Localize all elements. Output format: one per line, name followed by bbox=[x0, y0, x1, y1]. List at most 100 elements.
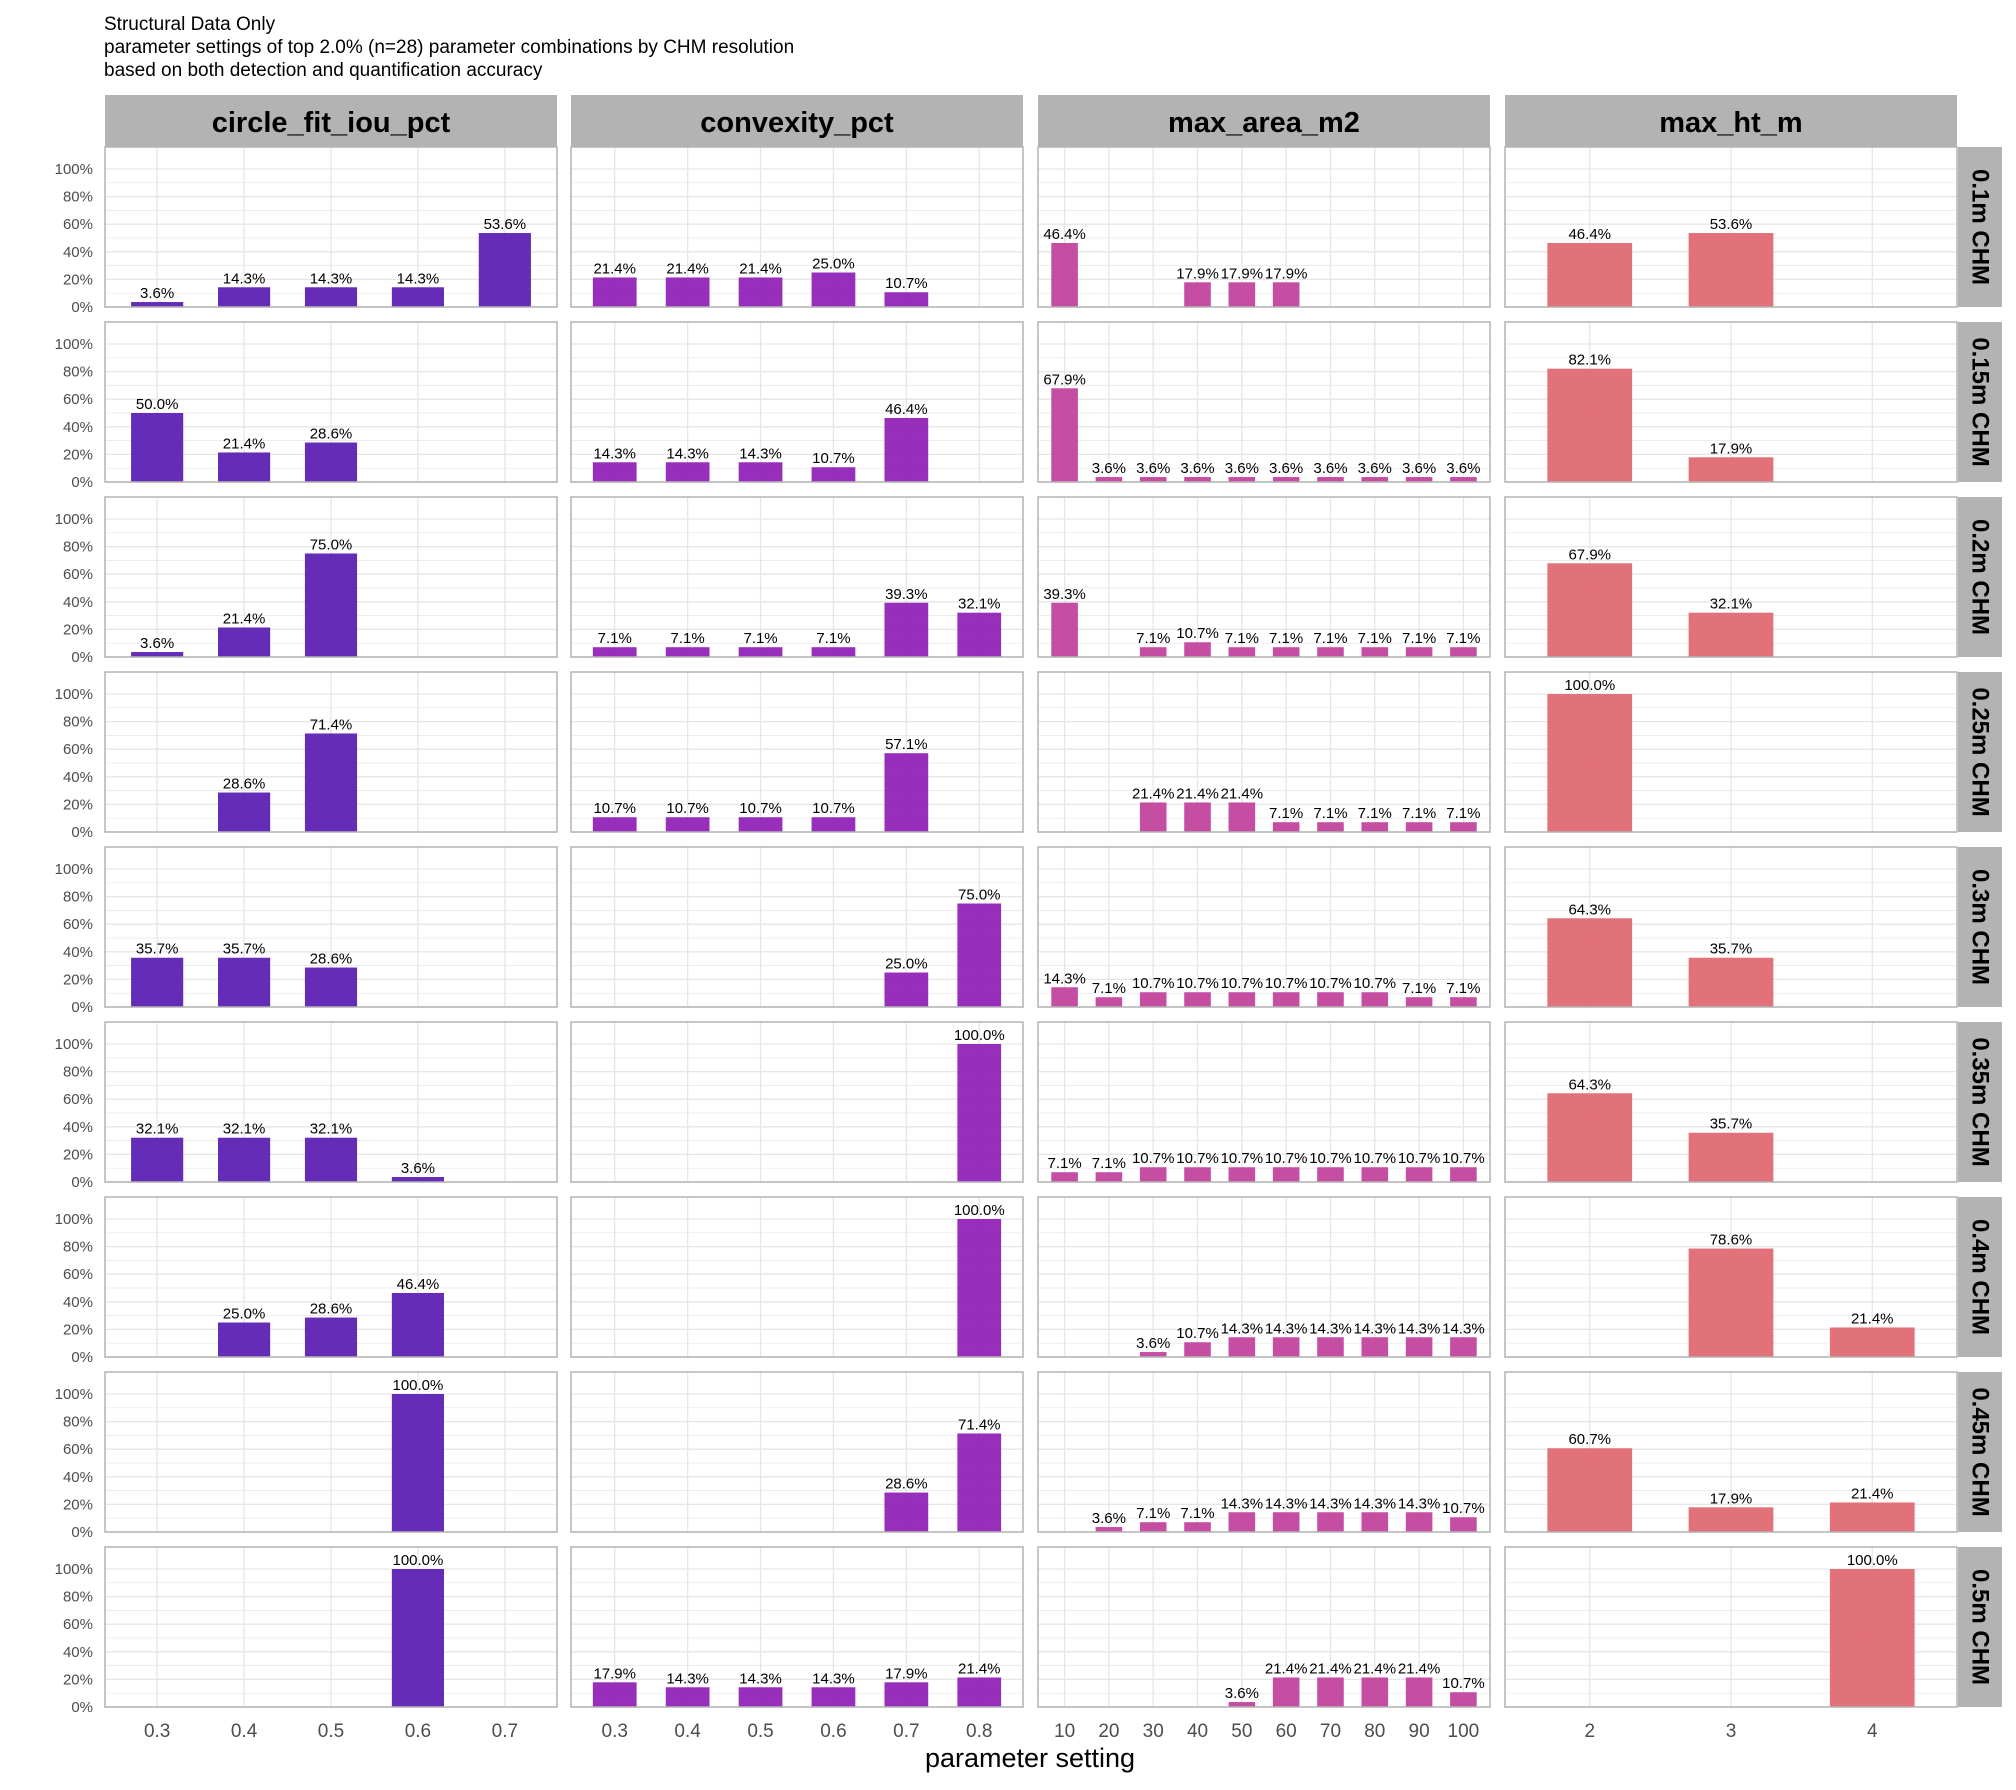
y-tick-label: 20% bbox=[63, 621, 93, 638]
bar bbox=[957, 1044, 1002, 1182]
y-tick-label: 40% bbox=[63, 1644, 93, 1661]
facet-row-label: 0.25m CHM bbox=[1967, 687, 1994, 816]
facet-row-strip-bg bbox=[1958, 1022, 2002, 1182]
facet-row-strip: 0.4m CHM bbox=[1958, 1197, 2002, 1357]
y-tick-label: 60% bbox=[63, 741, 93, 758]
panel-border bbox=[1504, 846, 1958, 1008]
panel-border bbox=[1504, 146, 1958, 308]
bar-data-label: 21.4% bbox=[739, 260, 782, 277]
bar bbox=[1139, 802, 1167, 832]
y-tick-label: 60% bbox=[63, 916, 93, 933]
bar-data-label: 7.1% bbox=[1446, 805, 1480, 822]
bar-data-label: 7.1% bbox=[671, 630, 705, 647]
bar-data-label: 3.6% bbox=[1446, 460, 1480, 477]
bar-data-label: 25.0% bbox=[223, 1306, 266, 1323]
bar bbox=[1184, 1522, 1211, 1532]
bar-data-label: 7.1% bbox=[1313, 805, 1347, 822]
y-tick-label: 0% bbox=[71, 1524, 93, 1541]
bar bbox=[1829, 1327, 1915, 1357]
x-tick-label: 3 bbox=[1726, 1721, 1737, 1742]
bar bbox=[1272, 1677, 1300, 1707]
panels-layer: circle_fit_iou_pct convexity_pct max_area_… bbox=[55, 95, 2002, 1742]
panel-border bbox=[104, 1546, 558, 1708]
bar-data-label: 60.7% bbox=[1568, 1431, 1611, 1448]
panel-border bbox=[1504, 321, 1958, 483]
panel-border bbox=[1504, 1371, 1958, 1533]
bar-data-label: 3.6% bbox=[1092, 1510, 1126, 1527]
panel-border bbox=[1037, 671, 1491, 833]
bar-data-label: 10.7% bbox=[1221, 1150, 1264, 1167]
y-tick-label: 60% bbox=[63, 566, 93, 583]
facet-panel: 46.4% 53.6% bbox=[1504, 146, 1958, 308]
x-tick-label: 40 bbox=[1187, 1721, 1208, 1742]
bar-data-label: 100.0% bbox=[954, 1027, 1005, 1044]
y-tick-label: 100% bbox=[55, 1036, 93, 1053]
facet-panel: 64.3% 35.7% bbox=[1504, 1021, 1958, 1183]
bar-data-label: 10.7% bbox=[1265, 975, 1308, 992]
bar-data-label: 10.7% bbox=[1221, 975, 1264, 992]
y-tick-label: 100% bbox=[55, 1561, 93, 1578]
y-tick-label: 60% bbox=[63, 1616, 93, 1633]
bar-data-label: 28.6% bbox=[885, 1476, 928, 1493]
bar bbox=[218, 792, 271, 832]
panel-border bbox=[1504, 1546, 1958, 1708]
facet-row-strip-bg bbox=[1958, 1197, 2002, 1357]
bar bbox=[1361, 822, 1389, 832]
bar bbox=[884, 972, 929, 1007]
bar-data-label: 100.0% bbox=[392, 1377, 443, 1394]
panel-border bbox=[1504, 496, 1958, 658]
bar bbox=[738, 817, 783, 832]
bar-data-label: 14.3% bbox=[1354, 1320, 1397, 1337]
bar bbox=[1272, 282, 1300, 307]
x-axis-title: parameter setting bbox=[925, 1743, 1135, 1773]
y-tick-label: 40% bbox=[63, 419, 93, 436]
y-tick-label: 0% bbox=[71, 1174, 93, 1191]
panel-border bbox=[570, 671, 1024, 833]
y-tick-label: 0% bbox=[71, 649, 93, 666]
facet-row-strip: 0.25m CHM bbox=[1958, 672, 2002, 832]
bar bbox=[1829, 1502, 1915, 1532]
bar-data-label: 3.6% bbox=[1313, 460, 1347, 477]
bar-data-label: 100.0% bbox=[392, 1552, 443, 1569]
panel-border bbox=[104, 146, 558, 308]
bar bbox=[1051, 602, 1078, 657]
bar bbox=[1317, 992, 1344, 1007]
bar bbox=[1095, 1527, 1123, 1532]
bar-data-label: 7.1% bbox=[1136, 630, 1170, 647]
bar bbox=[1405, 647, 1433, 657]
bar-data-label: 10.7% bbox=[1176, 1325, 1219, 1342]
panel-border bbox=[1037, 1371, 1491, 1533]
bar-data-label: 17.9% bbox=[1710, 1490, 1753, 1507]
facet-panel: 100.0% bbox=[570, 1196, 1024, 1358]
bar bbox=[1272, 647, 1300, 657]
facet-row-label: 0.45m CHM bbox=[1967, 1387, 1994, 1516]
facet-panel: 28.6% 71.4% bbox=[570, 1371, 1024, 1533]
bar bbox=[1450, 822, 1477, 832]
bar-data-label: 21.4% bbox=[1851, 1310, 1894, 1327]
bar-data-label: 3.6% bbox=[401, 1160, 435, 1177]
bar-data-label: 82.1% bbox=[1568, 352, 1611, 369]
bar bbox=[131, 1137, 184, 1182]
bar bbox=[884, 1492, 929, 1532]
bar bbox=[218, 627, 271, 657]
panel-border bbox=[104, 846, 558, 1008]
facet-row-label: 0.2m CHM bbox=[1967, 519, 1994, 635]
bar bbox=[1051, 1172, 1078, 1182]
bar-data-label: 14.3% bbox=[1398, 1495, 1441, 1512]
facet-column-strip-bg bbox=[1505, 95, 1957, 147]
bar bbox=[811, 1687, 856, 1707]
title-line-2: parameter settings of top 2.0% (n=28) pa… bbox=[104, 37, 794, 58]
bar-data-label: 7.1% bbox=[1358, 805, 1392, 822]
panel-border bbox=[570, 496, 1024, 658]
bar-data-label: 3.6% bbox=[140, 285, 174, 302]
bar bbox=[1272, 992, 1300, 1007]
bar-data-label: 28.6% bbox=[310, 951, 353, 968]
bar-data-label: 3.6% bbox=[1402, 460, 1436, 477]
facet-row-label: 0.35m CHM bbox=[1967, 1037, 1994, 1166]
facet-row-strip: 0.2m CHM bbox=[1958, 497, 2002, 657]
bar-data-label: 28.6% bbox=[310, 1301, 353, 1318]
bar-data-label: 78.6% bbox=[1710, 1232, 1753, 1249]
title-line-3: based on both detection and quantificati… bbox=[104, 60, 543, 81]
bar-data-label: 39.3% bbox=[885, 586, 928, 603]
x-tick-label: 0.8 bbox=[966, 1721, 992, 1742]
